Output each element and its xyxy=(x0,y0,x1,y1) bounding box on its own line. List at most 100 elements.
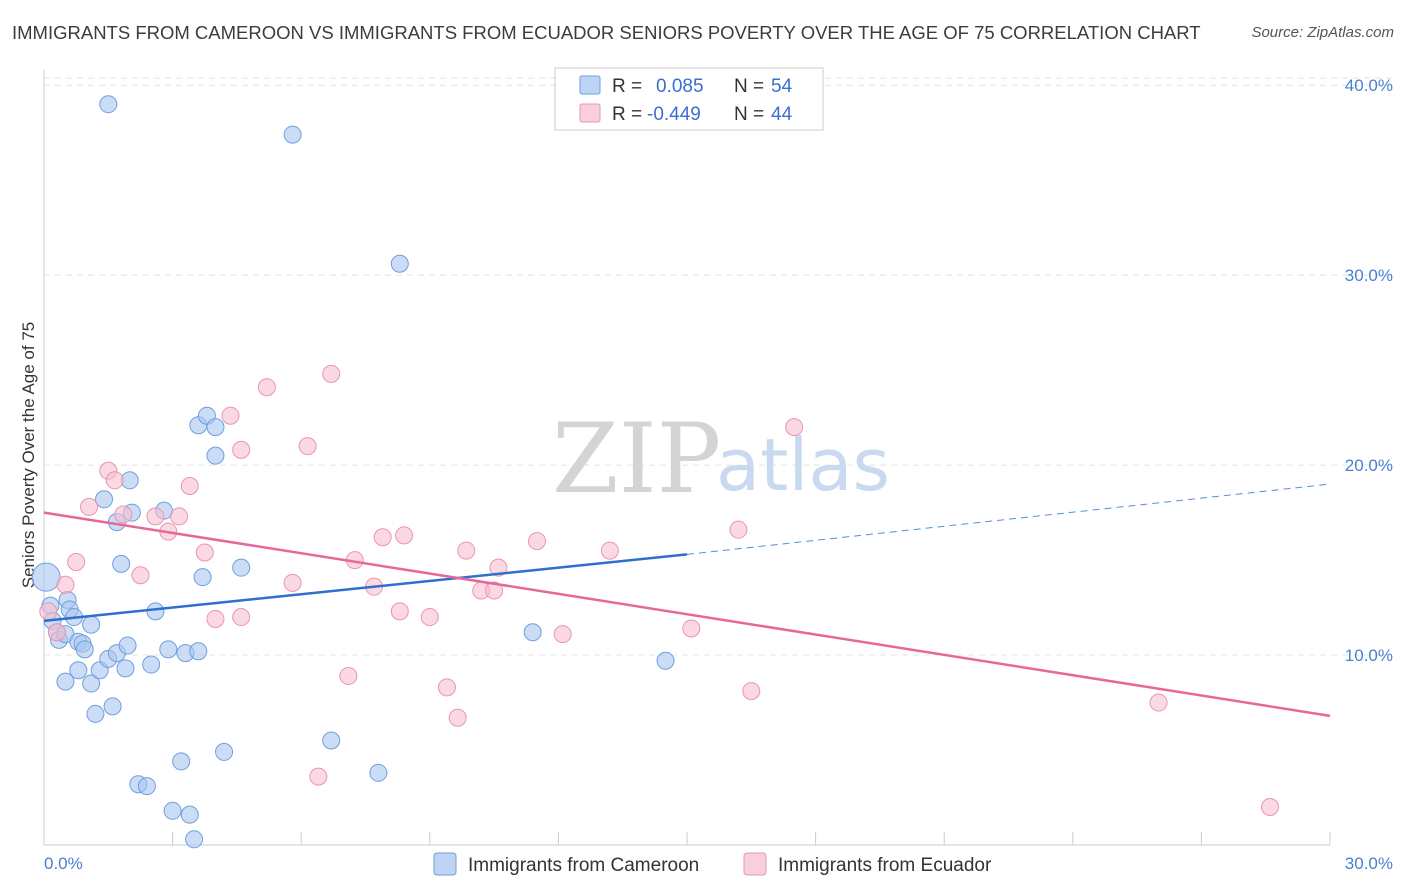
cameroon-point xyxy=(112,554,131,573)
cameroon-point xyxy=(390,254,409,273)
watermark-zip: ZIP xyxy=(552,403,721,515)
cameroon-point xyxy=(103,697,122,716)
legend-r-value-cameroon: 0.085 xyxy=(656,76,704,97)
cameroon-point xyxy=(180,805,199,824)
ecuador-point xyxy=(420,608,439,627)
ecuador-point xyxy=(322,364,341,383)
y-tick-label: 40.0% xyxy=(1345,76,1393,95)
ecuador-point xyxy=(283,573,302,592)
cameroon-point xyxy=(118,636,137,655)
ecuador-point xyxy=(437,678,456,697)
cameroon-point xyxy=(206,418,225,437)
ecuador-point xyxy=(682,619,701,638)
ecuador-point xyxy=(67,552,86,571)
legend-r-label-ecuador: R = xyxy=(612,104,642,125)
cameroon-point xyxy=(523,623,542,642)
y-tick-labels: 10.0% 20.0% 30.0% 40.0% xyxy=(1345,76,1393,665)
ecuador-point xyxy=(785,418,804,437)
bottom-legend-swatch-ecuador xyxy=(743,852,767,876)
legend-r-value-ecuador: -0.449 xyxy=(647,104,701,125)
ecuador-point xyxy=(170,507,189,526)
cameroon-point xyxy=(99,95,118,114)
cameroon-trend-line xyxy=(43,553,688,623)
x-tick-label: 30.0% xyxy=(1345,854,1393,873)
cameroon-point xyxy=(116,659,135,678)
bottom-legend-swatch-cameroon xyxy=(433,852,457,876)
y-tick-label: 10.0% xyxy=(1345,646,1393,665)
ecuador-point xyxy=(1260,798,1279,817)
chart-source: Source: ZipAtlas.com xyxy=(1251,24,1394,41)
ecuador-point xyxy=(80,497,99,516)
ecuador-point xyxy=(373,528,392,547)
bottom-legend-label-cameroon: Immigrants from Cameroon xyxy=(468,855,699,876)
cameroon-point xyxy=(185,830,204,849)
ecuador-point xyxy=(206,609,225,628)
cameroon-point xyxy=(69,661,88,680)
chart-title: IMMIGRANTS FROM CAMEROON VS IMMIGRANTS F… xyxy=(12,22,1201,43)
ecuador-point xyxy=(47,623,66,642)
legend-box: R = 0.085 N = 54 R = -0.449 N = 44 xyxy=(554,67,824,131)
cameroon-point xyxy=(656,651,675,670)
legend-n-value-cameroon: 54 xyxy=(771,76,793,97)
legend-swatch-cameroon xyxy=(579,75,601,95)
cameroon-point xyxy=(31,562,61,592)
ecuador-point xyxy=(485,581,504,600)
ecuador-point xyxy=(146,507,165,526)
cameroon-point xyxy=(283,125,302,144)
y-axis-label: Seniors Poverty Over the Age of 75 xyxy=(19,322,38,588)
cameroon-point xyxy=(95,490,114,509)
ecuador-point xyxy=(1149,693,1168,712)
ecuador-point xyxy=(221,406,240,425)
ecuador-point xyxy=(339,666,358,685)
legend-n-value-ecuador: 44 xyxy=(771,104,793,125)
trend-lines xyxy=(43,483,1331,718)
ecuador-point xyxy=(448,708,467,727)
data-points xyxy=(31,95,1279,849)
legend-swatch-ecuador xyxy=(579,103,601,123)
legend-r-label-cameroon: R = xyxy=(612,76,642,97)
ecuador-point xyxy=(390,602,409,621)
ecuador-point xyxy=(742,682,761,701)
cameroon-point xyxy=(159,640,178,659)
cameroon-point xyxy=(146,602,165,621)
cameroon-point xyxy=(369,763,388,782)
ecuador-point xyxy=(489,558,508,577)
ecuador-trend-line xyxy=(43,511,1331,718)
x-tick-label: 0.0% xyxy=(44,854,83,873)
ecuador-point xyxy=(131,566,150,585)
cameroon-point xyxy=(322,731,341,750)
watermark-atlas: atlas xyxy=(716,423,890,507)
ecuador-point xyxy=(114,505,133,524)
ecuador-point xyxy=(457,541,476,560)
cameroon-point xyxy=(86,704,105,723)
cameroon-point xyxy=(193,568,212,587)
ecuador-point xyxy=(195,543,214,562)
ecuador-point xyxy=(105,471,124,490)
cameroon-point xyxy=(232,558,251,577)
ecuador-point xyxy=(600,541,619,560)
ecuador-point xyxy=(39,602,58,621)
cameroon-point xyxy=(56,672,75,691)
cameroon-point xyxy=(189,642,208,661)
ecuador-point xyxy=(257,378,276,397)
ecuador-point xyxy=(232,608,251,627)
cameroon-point xyxy=(172,752,191,771)
y-tick-label: 20.0% xyxy=(1345,456,1393,475)
ecuador-point xyxy=(729,520,748,539)
bottom-legend-label-ecuador: Immigrants from Ecuador xyxy=(778,855,992,876)
ecuador-point xyxy=(298,437,317,456)
bottom-legend: Immigrants from Cameroon Immigrants from… xyxy=(433,852,992,876)
y-tick-label: 30.0% xyxy=(1345,266,1393,285)
watermark: ZIP atlas xyxy=(552,403,890,515)
cameroon-point xyxy=(137,777,156,796)
x-tick-labels: 0.0% 30.0% xyxy=(44,854,1393,873)
cameroon-point xyxy=(82,615,101,634)
cameroon-point xyxy=(215,742,234,761)
cameroon-point xyxy=(75,640,94,659)
cameroon-point xyxy=(120,471,139,490)
ecuador-point xyxy=(56,575,75,594)
cameroon-point xyxy=(206,446,225,465)
legend-n-label-ecuador: N = xyxy=(734,104,764,125)
ecuador-point xyxy=(309,767,328,786)
